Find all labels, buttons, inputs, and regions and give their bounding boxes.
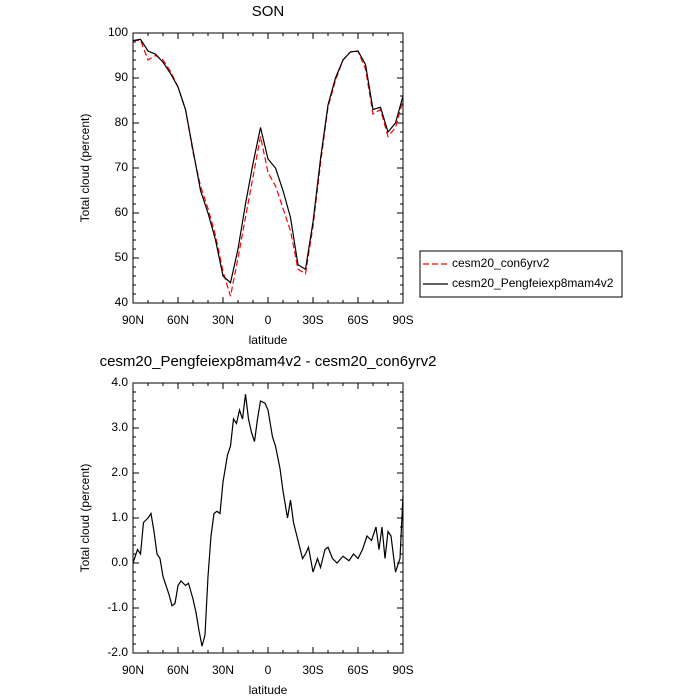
x-tick-label: 90S — [392, 313, 413, 327]
x-tick-label: 60N — [167, 313, 189, 327]
x-tick-label: 30N — [212, 663, 234, 677]
y-tick-label: 50 — [115, 250, 129, 264]
y-tick-label: 2.0 — [111, 465, 128, 479]
y-tick-label: 3.0 — [111, 420, 128, 434]
y-tick-label: 80 — [115, 115, 129, 129]
y-tick-label: 4.0 — [111, 375, 128, 389]
y-axis-label: Total cloud (percent) — [78, 114, 92, 223]
x-axis-label: latitude — [249, 333, 288, 347]
x-tick-label: 30S — [302, 663, 323, 677]
line — [132, 38, 404, 284]
y-tick-label: 70 — [115, 160, 129, 174]
y-tick-label: 90 — [115, 70, 129, 84]
legend-label: cesm20_con6yrv2 — [452, 256, 550, 270]
x-axis-label: latitude — [249, 683, 288, 697]
y-tick-label: -2.0 — [107, 645, 128, 659]
x-tick-label: 60S — [347, 663, 368, 677]
x-tick-label: 30N — [212, 313, 234, 327]
y-tick-label: 40 — [115, 295, 129, 309]
x-tick-label: 60S — [347, 313, 368, 327]
legend-label: cesm20_Pengfeiexp8mam4v2 — [452, 276, 614, 290]
y-tick-label: 60 — [115, 205, 129, 219]
plot-frame — [132, 32, 404, 304]
chart-title: cesm20_Pengfeiexp8mam4v2 - cesm20_con6yr… — [100, 353, 437, 370]
x-tick-label: 60N — [167, 663, 189, 677]
x-tick-label: 0 — [265, 313, 272, 327]
x-tick-label: 30S — [302, 313, 323, 327]
line — [132, 394, 404, 647]
y-tick-label: 0.0 — [111, 555, 128, 569]
x-tick-label: 0 — [265, 663, 272, 677]
legend-box — [419, 250, 623, 298]
y-tick-label: -1.0 — [107, 600, 128, 614]
y-axis-label: Total cloud (percent) — [78, 464, 92, 573]
chart-title: SON — [252, 3, 285, 20]
x-tick-label: 90N — [122, 663, 144, 677]
plot-frame — [132, 382, 404, 654]
y-tick-label: 100 — [108, 25, 128, 39]
x-tick-label: 90S — [392, 663, 413, 677]
x-tick-label: 90N — [122, 313, 144, 327]
y-tick-label: 1.0 — [111, 510, 128, 524]
